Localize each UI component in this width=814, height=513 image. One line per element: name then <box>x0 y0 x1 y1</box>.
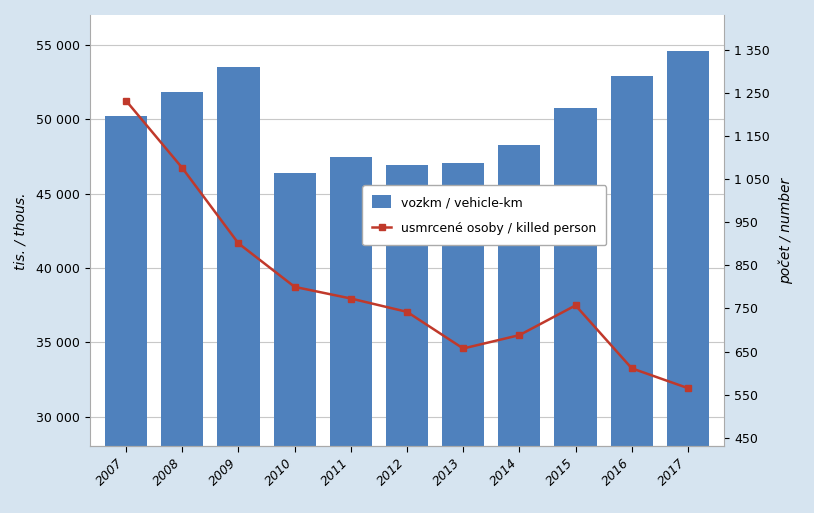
Bar <box>105 116 147 513</box>
Bar <box>442 163 484 513</box>
Bar <box>217 67 260 513</box>
Bar <box>610 76 653 513</box>
Bar <box>161 92 204 513</box>
usmrcené osoby / killed person <box>177 165 187 171</box>
Line: usmrcené osoby / killed person: usmrcené osoby / killed person <box>123 97 691 391</box>
usmrcené osoby / killed person <box>458 345 468 351</box>
Bar <box>498 145 540 513</box>
Bar <box>667 51 709 513</box>
Y-axis label: počet / number: počet / number <box>778 177 793 284</box>
Bar <box>554 108 597 513</box>
Bar <box>386 166 428 513</box>
usmrcené osoby / killed person <box>627 365 637 371</box>
usmrcené osoby / killed person <box>234 240 243 246</box>
usmrcené osoby / killed person <box>571 302 580 308</box>
Bar <box>274 173 316 513</box>
usmrcené osoby / killed person <box>290 284 300 290</box>
Legend: vozkm / vehicle-km, usmrcené osoby / killed person: vozkm / vehicle-km, usmrcené osoby / kil… <box>362 185 606 245</box>
usmrcené osoby / killed person <box>346 295 356 302</box>
usmrcené osoby / killed person <box>402 309 412 315</box>
usmrcené osoby / killed person <box>683 385 693 391</box>
usmrcené osoby / killed person <box>514 332 524 338</box>
Bar <box>330 156 372 513</box>
Y-axis label: tis. / thous.: tis. / thous. <box>14 192 28 270</box>
usmrcené osoby / killed person <box>121 97 131 104</box>
